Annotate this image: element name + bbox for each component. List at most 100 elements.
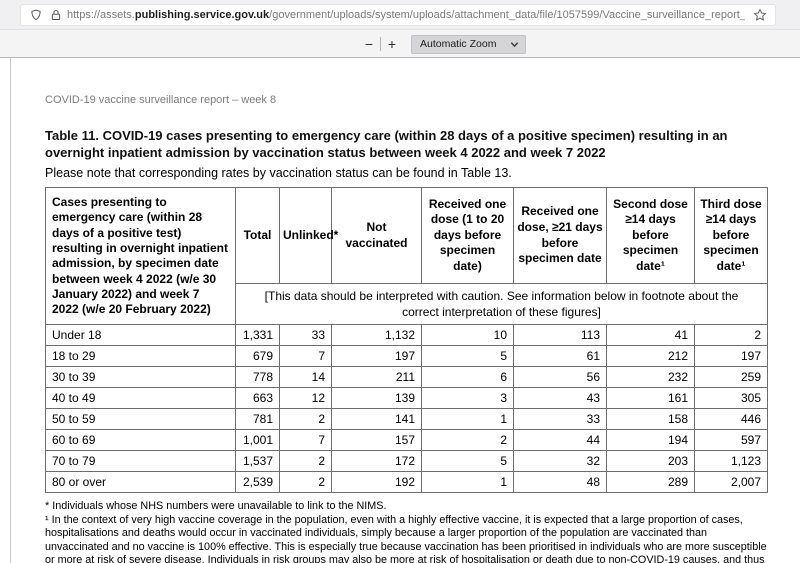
table-cell: 33 (279, 324, 332, 347)
table-cell: 172 (331, 450, 422, 473)
table-cell: 194 (606, 429, 695, 452)
table-cell: 197 (694, 345, 768, 368)
zoom-level-select[interactable]: Automatic Zoom (411, 34, 527, 54)
table-cell: 33 (513, 408, 607, 431)
table-cell: 197 (331, 345, 422, 368)
url-domain: publishing.service.gov.uk (134, 9, 270, 21)
lock-icon[interactable] (49, 8, 63, 22)
table-cell: 2 (421, 429, 514, 452)
table-cell: 1,537 (235, 450, 280, 473)
table-cell: 232 (606, 366, 695, 389)
table-cell: 48 (513, 471, 607, 494)
row-label: 18 to 29 (45, 345, 236, 368)
table-cell: 12 (279, 387, 332, 410)
table-cell: 2 (694, 324, 768, 347)
row-label: 70 to 79 (45, 450, 236, 473)
url-path: /government/uploads/system/uploads/attac… (269, 9, 745, 21)
table-cell: 157 (331, 429, 422, 452)
table-cell: 32 (513, 450, 607, 473)
row-label: 80 or over (45, 471, 236, 494)
table-cell: 2 (279, 471, 332, 494)
table-cell: 203 (606, 450, 695, 473)
zoom-level-value: Automatic Zoom (420, 38, 497, 50)
table-cell: 6 (421, 366, 514, 389)
table-cell: 1,123 (694, 450, 768, 473)
browser-chrome: https://assets.publishing.service.gov.uk… (0, 0, 800, 30)
url-prefix: https://assets. (67, 9, 135, 21)
row-label: 30 to 39 (45, 366, 236, 389)
page-left-edge (10, 58, 11, 563)
table-subtitle: Please note that corresponding rates by … (45, 165, 512, 180)
column-header-total: Total (235, 187, 280, 285)
table-cell: 1,001 (235, 429, 280, 452)
column-header-second-dose: Second dose ≥14 days before specimen dat… (606, 187, 695, 285)
table-cell: 446 (694, 408, 768, 431)
table-cell: 41 (606, 324, 695, 347)
bookmark-star-icon[interactable] (751, 6, 769, 24)
running-header: COVID-19 vaccine surveillance report – w… (45, 94, 277, 106)
table-cell: 113 (513, 324, 607, 347)
table-cell: 663 (235, 387, 280, 410)
stub-header: Cases presenting to emergency care (with… (45, 187, 236, 326)
table-cell: 679 (235, 345, 280, 368)
footnote-asterisk: * Individuals whose NHS numbers were una… (45, 500, 387, 513)
table-row: 50 to 59 781 2 141 1 33 158 446 (45, 408, 768, 431)
table-cell: 43 (513, 387, 607, 410)
table-row: 40 to 49 663 12 139 3 43 161 305 (45, 387, 768, 410)
table-cell: 14 (279, 366, 332, 389)
table-cell: 2,007 (694, 471, 768, 494)
table-row: 18 to 29 679 7 197 5 61 212 197 (45, 345, 768, 368)
table-cell: 781 (235, 408, 280, 431)
table-row: 60 to 69 1,001 7 157 2 44 194 597 (45, 429, 768, 452)
table-cell: 289 (606, 471, 695, 494)
data-table: Cases presenting to emergency care (with… (45, 187, 768, 494)
column-header-one-dose-1-20: Received one dose (1 to 20 days before s… (421, 187, 514, 285)
table-cell: 7 (279, 429, 332, 452)
url-bar[interactable]: https://assets.publishing.service.gov.uk… (20, 4, 776, 26)
footnotes: * Individuals whose NHS numbers were una… (45, 500, 770, 563)
caution-row: [This data should be interpreted with ca… (46, 283, 768, 326)
pdf-viewer: COVID-19 vaccine surveillance report – w… (0, 58, 800, 563)
zoom-controls: − + Automatic Zoom (358, 34, 527, 54)
chevron-down-icon (510, 40, 519, 49)
zoom-out-button[interactable]: − (358, 34, 380, 54)
row-label: 60 to 69 (45, 429, 236, 452)
table-cell: 192 (331, 471, 422, 494)
table-cell: 1,331 (235, 324, 280, 347)
table-cell: 1,132 (331, 324, 422, 347)
table-cell: 3 (421, 387, 514, 410)
table-cell: 61 (513, 345, 607, 368)
table-cell: 211 (331, 366, 422, 389)
shield-icon[interactable] (29, 8, 43, 22)
zoom-in-button[interactable]: + (381, 34, 403, 54)
url-input[interactable]: https://assets.publishing.service.gov.uk… (67, 5, 745, 25)
table-cell: 158 (606, 408, 695, 431)
table-cell: 305 (694, 387, 768, 410)
table-cell: 1 (421, 471, 514, 494)
table-row: 30 to 39 778 14 211 6 56 232 259 (45, 366, 768, 389)
pdf-toolbar: − + Automatic Zoom (0, 30, 800, 58)
table-cell: 141 (331, 408, 422, 431)
table-cell: 161 (606, 387, 695, 410)
table-cell: 1 (421, 408, 514, 431)
table-row: 80 or over 2,539 2 192 1 48 289 2,007 (45, 471, 768, 494)
column-header-unlinked: Unlinked* (279, 187, 338, 285)
table-row: 70 to 79 1,537 2 172 5 32 203 1,123 (45, 450, 768, 473)
table-cell: 5 (421, 345, 514, 368)
caution-note: [This data should be interpreted with ca… (235, 283, 768, 326)
table-row: Under 18 1,331 33 1,132 10 113 41 2 (45, 324, 768, 347)
column-header-not-vaccinated: Not vaccinated (331, 187, 422, 285)
table-cell: 7 (279, 345, 332, 368)
row-label: Under 18 (45, 324, 236, 347)
table-cell: 259 (694, 366, 768, 389)
toolbar-divider (380, 37, 381, 51)
row-label: 40 to 49 (45, 387, 236, 410)
table-title: Table 11. COVID-19 cases presenting to e… (45, 128, 728, 160)
column-header-third-dose: Third dose ≥14 days before specimen date… (694, 187, 768, 285)
table-cell: 597 (694, 429, 768, 452)
table-cell: 44 (513, 429, 607, 452)
table-cell: 778 (235, 366, 280, 389)
table-cell: 139 (331, 387, 422, 410)
pdf-page: COVID-19 vaccine surveillance report – w… (45, 58, 770, 563)
footnote-1: ¹ In the context of very high vaccine co… (45, 513, 767, 563)
